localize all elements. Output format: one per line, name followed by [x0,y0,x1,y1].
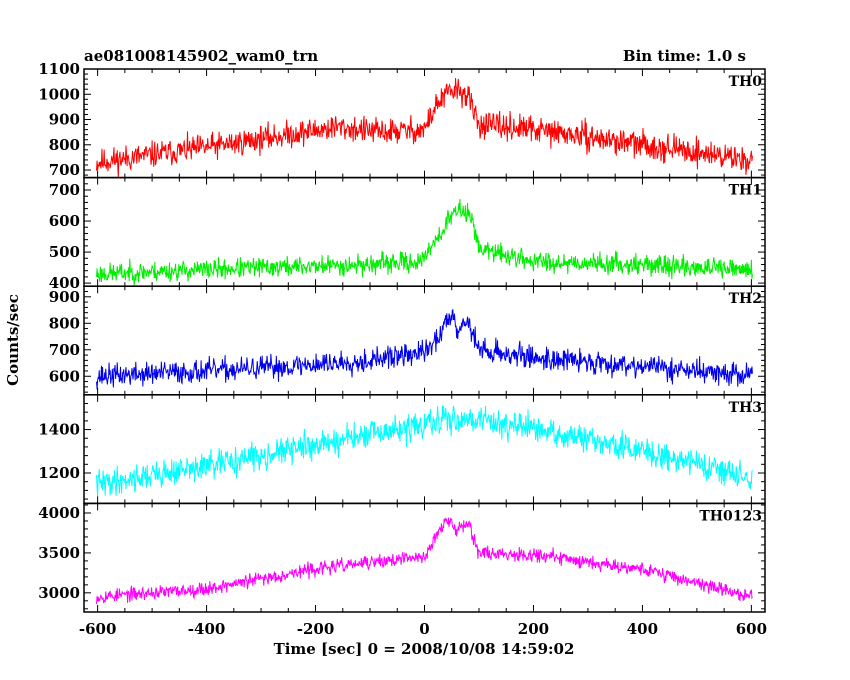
panel-label-th3: TH3 [729,400,762,416]
x-tick-label: 0 [419,620,429,638]
panel-th1: 400 500 600 700 TH1 [49,176,766,292]
y-tick-label: 700 [49,161,80,179]
y-tick-label: 800 [49,314,80,332]
series-line-th1 [96,198,753,286]
y-tick-label: 3500 [38,544,80,562]
y-tick-label: 1200 [38,464,80,482]
panel-frame [83,285,766,396]
y-tick-label: 900 [49,111,80,129]
y-tick-label: 1000 [38,85,80,103]
panel-th2: 600 700 800 900 TH2 [49,285,766,396]
y-tick-label: 600 [49,367,80,385]
y-tick-label: 900 [49,288,80,306]
y-tick-label: 800 [49,136,80,154]
x-tick-label: 400 [627,620,658,638]
y-tick-label: 400 [49,274,80,292]
panel-label-th1: TH1 [729,183,762,199]
series-line-th0 [96,77,753,178]
y-tick-label: 3000 [38,584,80,602]
panel-label-th0123: TH0123 [699,508,762,524]
y-tick-label: 1400 [38,421,80,439]
y-tick-label: 700 [49,181,80,199]
panel-th3: 1200 1400 TH3 [38,394,766,505]
y-tick-label: 500 [49,243,80,261]
x-tick-label: -600 [79,620,117,638]
series-line-th2 [96,308,753,390]
series-line-th3 [96,405,753,497]
panel-th0: 700 800 900 1000 1100 TH0 [38,60,766,179]
x-tick-label: 600 [736,620,767,638]
y-tick-label: 4000 [38,504,80,522]
y-axis-label: Counts/sec [4,294,22,386]
x-tick-label: 200 [518,620,549,638]
panel-th0123: 3000 3500 4000 TH0123 [38,502,766,613]
bin-time-label: Bin time: 1.0 s [623,47,746,65]
y-tick-label: 700 [49,341,80,359]
chart-title: ae081008145902_wam0_trn [84,47,318,65]
panel-label-th0: TH0 [729,74,763,90]
y-tick-label: 1100 [38,60,80,78]
y-tick-label: 600 [49,212,80,230]
panels-group: 700 800 900 1000 1100 TH0 400 500 600 700 TH1 600 70… [38,60,767,638]
x-tick-label: -400 [188,620,226,638]
series-line-th0123 [96,517,753,605]
x-tick-label: -200 [297,620,335,638]
x-axis-label: Time [sec] 0 = 2008/10/08 14:59:02 [274,640,575,658]
panel-label-th2: TH2 [729,291,762,307]
x-tick-labels: -600 -400 -200 0 200 400 600 [79,620,767,638]
